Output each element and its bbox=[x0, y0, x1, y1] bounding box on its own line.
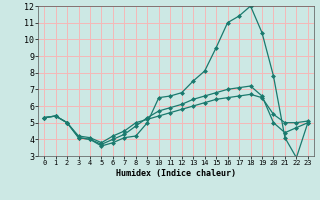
X-axis label: Humidex (Indice chaleur): Humidex (Indice chaleur) bbox=[116, 169, 236, 178]
